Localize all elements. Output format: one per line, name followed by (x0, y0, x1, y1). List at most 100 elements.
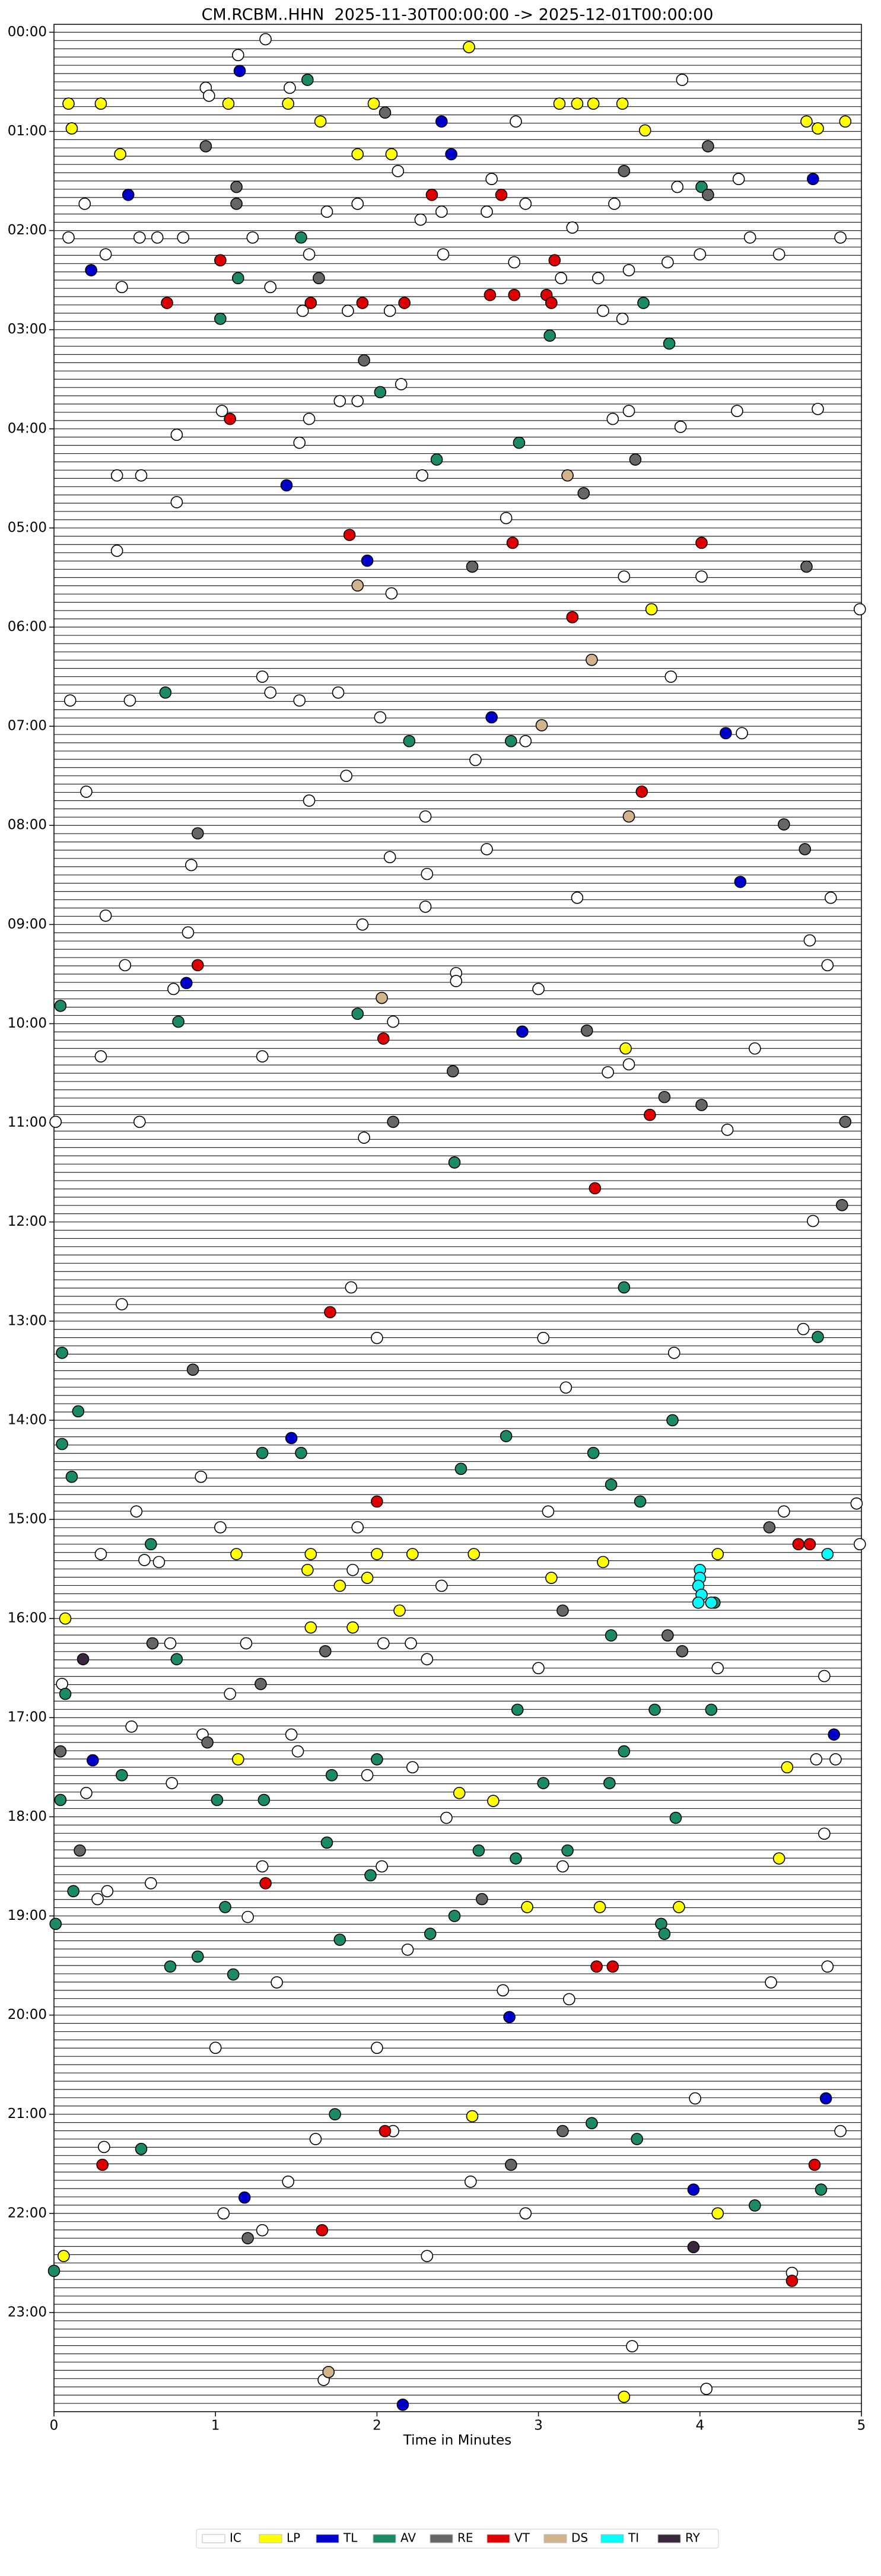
y-tick-label: 05:00 (8, 520, 47, 535)
event-marker (414, 213, 427, 226)
event-marker (618, 1745, 631, 1758)
event-marker (687, 2241, 700, 2253)
event-marker (800, 560, 813, 573)
event-marker (543, 329, 556, 342)
event-marker (232, 49, 244, 62)
event-marker (170, 496, 183, 508)
event-marker (495, 189, 508, 201)
event-marker (195, 1470, 208, 1483)
y-tick-label: 00:00 (8, 24, 47, 40)
event-marker (345, 1281, 358, 1294)
legend-label: AV (400, 2531, 416, 2545)
event-marker (309, 2133, 322, 2145)
event-marker (371, 1495, 383, 1508)
event-marker (94, 1050, 107, 1063)
x-tick-label: 4 (695, 2418, 704, 2434)
event-marker (618, 570, 631, 583)
event-marker (799, 843, 812, 856)
x-tick-label: 1 (211, 2418, 220, 2434)
event-marker (332, 686, 345, 699)
event-marker (602, 1066, 614, 1079)
event-marker (556, 1604, 569, 1617)
event-marker (101, 1885, 114, 1897)
event-marker (571, 891, 584, 904)
event-marker (694, 248, 707, 260)
event-marker (376, 1860, 388, 1873)
event-marker (99, 248, 112, 260)
legend-swatch (373, 2534, 396, 2543)
event-marker (116, 281, 128, 294)
event-marker (555, 272, 568, 285)
event-marker (395, 378, 408, 390)
event-marker (618, 1281, 631, 1294)
event-marker (224, 412, 236, 425)
event-marker (616, 97, 629, 110)
event-marker (618, 2390, 631, 2403)
event-marker (590, 1960, 603, 1973)
event-marker (356, 918, 369, 931)
event-marker (282, 2176, 294, 2188)
event-marker (364, 1869, 377, 1882)
event-marker (487, 1795, 500, 1807)
event-marker (346, 1563, 359, 1576)
event-marker (519, 734, 532, 748)
event-marker (519, 198, 532, 210)
event-marker (72, 1405, 85, 1418)
event-marker (469, 753, 482, 767)
event-marker (343, 529, 356, 541)
event-marker (797, 1322, 810, 1335)
event-marker (658, 1090, 671, 1103)
event-marker (240, 1637, 253, 1650)
legend-label: RE (457, 2531, 473, 2545)
event-marker (839, 1115, 852, 1128)
y-tick-label: 04:00 (8, 421, 47, 436)
event-marker (616, 313, 629, 325)
event-marker (421, 1653, 434, 1665)
event-marker (828, 1728, 841, 1741)
event-marker (821, 959, 834, 972)
event-marker (361, 1769, 374, 1782)
event-marker (293, 436, 306, 449)
event-marker (506, 536, 519, 549)
event-marker (314, 115, 327, 128)
event-marker (295, 1446, 307, 1459)
event-marker (807, 173, 819, 185)
event-marker (448, 1156, 461, 1169)
event-marker (472, 1844, 485, 1857)
event-marker (548, 254, 561, 267)
event-marker (435, 205, 448, 218)
event-marker (519, 2207, 532, 2220)
event-marker (812, 403, 824, 415)
event-marker (303, 248, 316, 260)
event-marker (577, 487, 590, 500)
event-marker (217, 2207, 230, 2220)
legend-swatch (430, 2534, 453, 2543)
event-marker (695, 570, 708, 583)
event-marker (605, 1478, 618, 1491)
event-marker (772, 1852, 785, 1865)
y-tick-label: 17:00 (8, 1710, 47, 1725)
y-tick-label: 22:00 (8, 2205, 47, 2221)
event-marker (367, 97, 380, 110)
event-marker (587, 1446, 600, 1459)
event-marker (333, 1933, 346, 1946)
event-marker (182, 926, 195, 939)
event-marker (743, 231, 756, 244)
event-marker (421, 867, 434, 880)
event-marker (435, 115, 448, 128)
event-marker (671, 180, 683, 193)
event-marker (159, 686, 172, 699)
event-marker (785, 2275, 799, 2287)
event-marker (736, 727, 748, 740)
event-marker (553, 97, 566, 110)
event-marker (191, 827, 204, 839)
event-marker (232, 272, 244, 285)
event-marker (606, 412, 619, 425)
event-marker (119, 959, 132, 972)
event-marker (80, 1786, 93, 1799)
event-marker (264, 686, 277, 699)
event-marker (818, 1827, 831, 1840)
event-marker (815, 2183, 828, 2196)
event-marker (371, 1331, 383, 1344)
event-marker (241, 2232, 254, 2244)
